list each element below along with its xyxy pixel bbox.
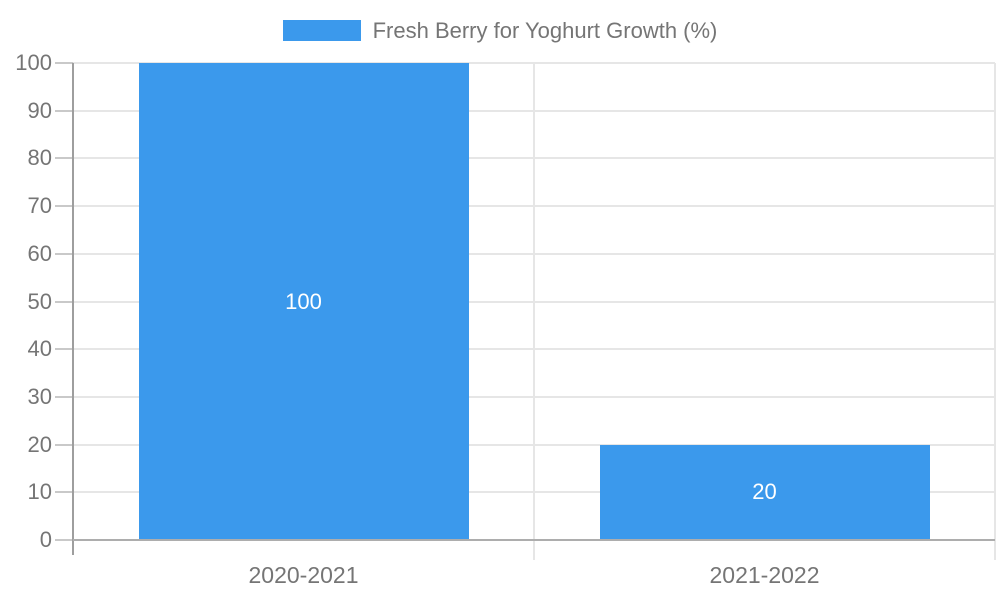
y-axis-tick bbox=[55, 348, 73, 351]
y-axis-tick bbox=[55, 395, 73, 398]
y-axis-label: 100 bbox=[15, 50, 52, 75]
vertical-gridline bbox=[994, 63, 996, 560]
y-axis-label: 30 bbox=[27, 383, 52, 409]
y-axis-tick bbox=[55, 109, 73, 112]
y-axis-tick bbox=[55, 539, 73, 541]
y-axis-label: 50 bbox=[27, 288, 52, 314]
legend-swatch bbox=[282, 20, 361, 41]
x-axis-line bbox=[73, 539, 995, 541]
y-axis-line bbox=[72, 63, 74, 555]
x-axis-label: 2020-2021 bbox=[248, 562, 359, 588]
y-axis-label: 0 bbox=[39, 527, 52, 552]
legend: Fresh Berry for Yoghurt Growth (%) bbox=[0, 18, 1000, 43]
y-axis-label: 80 bbox=[27, 145, 52, 171]
y-axis-tick bbox=[55, 205, 73, 208]
vertical-gridline bbox=[533, 63, 535, 560]
x-axis-label: 2021-2022 bbox=[709, 562, 820, 588]
y-axis-tick bbox=[55, 300, 73, 303]
y-axis-label: 90 bbox=[27, 97, 52, 123]
bar-value-label: 100 bbox=[285, 288, 322, 314]
y-axis-label: 70 bbox=[27, 193, 52, 219]
bar-value-label: 20 bbox=[752, 479, 777, 505]
y-axis-tick bbox=[55, 62, 73, 64]
y-axis-tick bbox=[55, 157, 73, 160]
y-axis-tick bbox=[55, 252, 73, 255]
y-axis-label: 40 bbox=[27, 336, 52, 362]
y-axis-label: 20 bbox=[27, 431, 52, 457]
legend-label: Fresh Berry for Yoghurt Growth (%) bbox=[372, 17, 718, 43]
bar: 20 bbox=[599, 444, 930, 540]
y-axis-label: 60 bbox=[27, 240, 52, 266]
y-axis-tick bbox=[55, 491, 73, 494]
y-axis-label: 10 bbox=[27, 479, 52, 505]
y-axis-tick bbox=[55, 443, 73, 446]
bar: 100 bbox=[138, 63, 469, 540]
